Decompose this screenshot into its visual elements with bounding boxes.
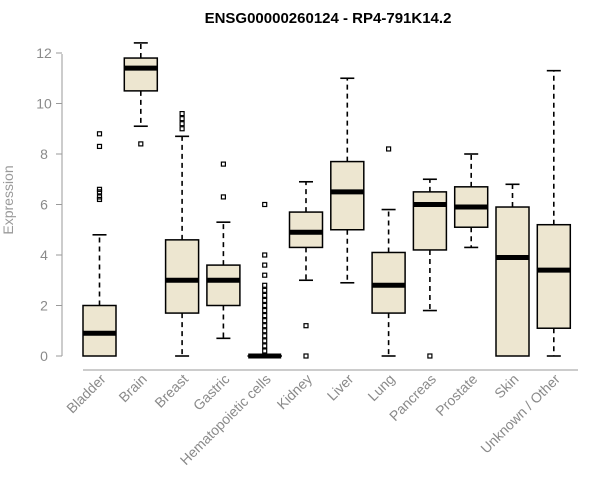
outlier-point [262, 323, 268, 329]
chart-title: ENSG00000260124 - RP4-791K14.2 [205, 10, 452, 27]
outlier-point [220, 194, 226, 200]
y-tick-label: 6 [40, 197, 48, 213]
outlier-point [427, 353, 433, 359]
outlier-point [262, 201, 268, 208]
box-body [164, 239, 200, 314]
outlier-point [96, 194, 103, 200]
x-tick-label: Breast [151, 371, 191, 411]
box-kidney [288, 180, 324, 359]
outlier-point [96, 131, 103, 137]
outlier-point [262, 307, 268, 314]
x-tick-label: Prostate [432, 371, 480, 419]
y-tick-label: 4 [40, 247, 48, 263]
outlier-point [386, 146, 392, 152]
y-tick-label: 8 [40, 146, 48, 162]
box-body [288, 211, 324, 249]
outlier-point [262, 262, 268, 268]
outlier-point [303, 323, 309, 329]
box-body [495, 206, 530, 357]
outlier-point [262, 272, 268, 278]
outlier-point [262, 282, 268, 288]
outlier-point [262, 343, 268, 349]
x-tick-label: Kidney [274, 371, 316, 413]
box-bladder [82, 131, 117, 357]
outlier-point [96, 186, 103, 192]
box-body [536, 223, 572, 329]
box-unknown-other [536, 69, 572, 357]
y-tick-label: 2 [40, 298, 48, 314]
box-brain [123, 42, 159, 147]
box-body [206, 264, 241, 307]
box-body [82, 304, 117, 357]
outlier-point [96, 143, 103, 150]
box-liver [330, 77, 365, 284]
y-tick-label: 12 [36, 45, 52, 61]
box-gastric [206, 161, 241, 340]
outlier-point [262, 313, 268, 319]
y-ticks: 0 2 4 6 8 10 12 [36, 45, 62, 364]
outlier-point [262, 287, 268, 293]
outlier-point [262, 333, 268, 339]
box-body [412, 191, 448, 251]
box-series [82, 42, 572, 359]
box-body [371, 251, 406, 314]
outlier-point [262, 302, 268, 309]
y-axis-label: Expression [0, 165, 16, 234]
outlier-point [138, 141, 144, 147]
x-tick-label: Skin [491, 371, 522, 402]
box-lung [371, 146, 406, 357]
box-skin [495, 183, 530, 357]
outlier-point [262, 328, 268, 334]
outlier-point [262, 348, 268, 354]
outlier-point [220, 161, 226, 167]
outlier-point [262, 338, 268, 344]
outlier-point [179, 116, 185, 122]
outlier-point [179, 126, 185, 132]
y-tick-label: 10 [36, 96, 52, 112]
x-tick-label: Bladder [63, 371, 109, 417]
box-body [123, 57, 159, 92]
outlier-point [262, 252, 268, 258]
x-tick-label: Brain [115, 371, 149, 405]
y-tick-label: 0 [40, 348, 48, 364]
outlier-point [179, 121, 185, 127]
outlier-point [262, 292, 268, 298]
outlier-point [179, 110, 185, 117]
box-prostate [453, 153, 489, 249]
x-tick-label: Lung [364, 371, 397, 404]
box-pancreas [412, 178, 448, 359]
x-tick-label: Liver [324, 371, 357, 404]
outlier-point [303, 353, 309, 359]
box-hematopoietic-cells [247, 201, 282, 359]
box-breast [164, 110, 200, 357]
box-body [330, 160, 365, 231]
outlier-point [262, 318, 268, 324]
outlier-point [262, 297, 268, 304]
